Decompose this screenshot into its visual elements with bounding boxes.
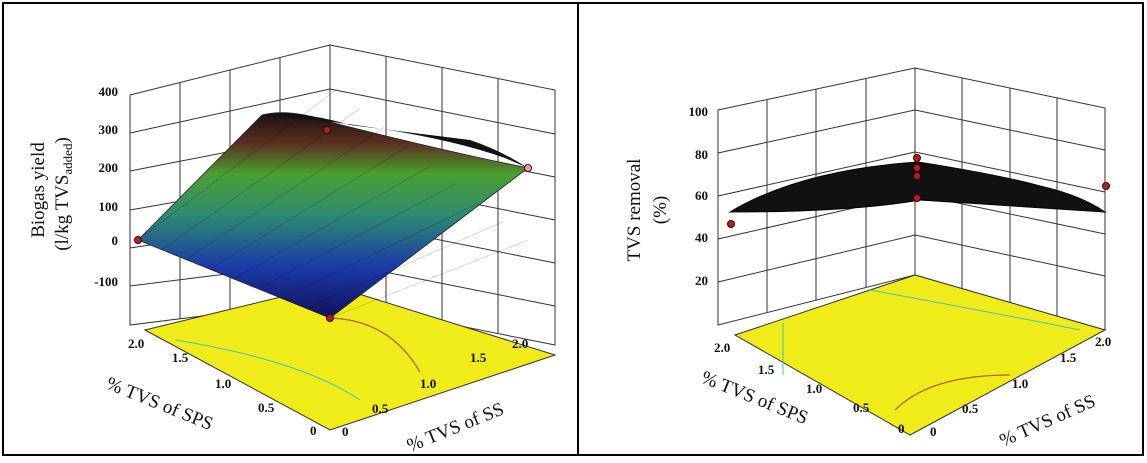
left-y-ticks: 0 0.5 1.0 1.5 2.0 — [342, 336, 528, 439]
x-tick: 0 — [310, 423, 317, 438]
right-design-point — [913, 154, 921, 162]
left-response-surface — [137, 112, 529, 319]
right-z-ticks: 100 80 60 40 20 — [689, 104, 709, 288]
right-y-ticks: 0 0.5 1.0 1.5 2.0 — [930, 334, 1111, 439]
left-design-point — [323, 126, 331, 134]
z-tick: 60 — [695, 188, 708, 203]
surface-mesh-line — [233, 164, 433, 280]
z-tick: 100 — [689, 104, 709, 119]
figure-border — [2, 2, 1144, 456]
surface-mesh-line — [185, 127, 385, 260]
right-floor-contour-line-2 — [894, 374, 1011, 411]
x-tick: 0.5 — [258, 400, 275, 415]
left-floor-contour — [143, 284, 557, 431]
y-tick: 0 — [930, 424, 937, 439]
y-tick: 1.0 — [420, 376, 436, 391]
y-tick: 2.0 — [512, 336, 528, 351]
right-floor-contour-line — [869, 289, 1081, 331]
x-tick: 2.0 — [128, 336, 144, 351]
y-tick: 1.0 — [1012, 376, 1028, 391]
right-design-point — [913, 172, 921, 180]
left-surface-mesh — [137, 89, 529, 319]
surface-mesh-line — [137, 89, 337, 241]
right-design-point — [1102, 182, 1110, 190]
surface-mesh-line — [257, 183, 457, 290]
y-tick: 0 — [342, 424, 349, 439]
right-design-point — [913, 164, 921, 172]
right-x-ticks: 2.0 1.5 1.0 0.5 0 — [714, 340, 905, 436]
surface-mesh-line — [305, 220, 505, 309]
z-tick: 300 — [99, 122, 119, 137]
left-z-label: Biogas yield (l/kg TVSadded) — [28, 137, 75, 251]
left-design-point — [524, 164, 532, 172]
z-tick: 40 — [695, 230, 708, 245]
right-y-label: % TVS of SS — [996, 391, 1098, 452]
y-tick: 1.5 — [1060, 350, 1077, 365]
x-tick: 2.0 — [714, 340, 730, 355]
left-x-label: % TVS of SPS — [103, 373, 216, 435]
left-z-ticks: 400 300 200 100 0 -100 — [94, 84, 118, 289]
x-tick: 1.5 — [758, 362, 775, 377]
surface-mesh-line — [209, 145, 409, 270]
y-tick: 0.5 — [372, 401, 389, 416]
z-label-line1: Biogas yield — [28, 142, 49, 238]
right-floor-contour — [733, 274, 1107, 436]
left-y-label: % TVS of SS — [404, 399, 507, 457]
panel-biogas-yield: 400 300 200 100 0 -100 Biogas yield (l/k… — [28, 44, 557, 457]
left-floor-contour-line-2 — [329, 317, 421, 373]
x-tick: 1.0 — [806, 381, 822, 396]
surface-mesh-line — [329, 239, 529, 319]
x-tick: 1.5 — [172, 350, 189, 365]
z-label-line2: (l/kg TVSadded) — [52, 137, 75, 251]
left-floor-contour-line — [174, 339, 361, 401]
z-tick: 0 — [112, 233, 119, 248]
right-z-label: TVS removal (%) — [624, 159, 671, 262]
x-tick: 0.5 — [853, 400, 870, 415]
panel-tvs-removal: 100 80 60 40 20 TVS removal (%) 2.0 1.5 … — [624, 67, 1111, 452]
y-tick: 0.5 — [962, 401, 979, 416]
right-design-point — [913, 194, 921, 202]
y-tick: 2.0 — [1095, 334, 1111, 349]
right-x-label: % TVS of SPS — [698, 367, 811, 429]
left-design-point — [326, 314, 334, 322]
z-tick: 200 — [99, 160, 119, 175]
z-tick: 80 — [695, 147, 708, 162]
right-response-surface — [728, 161, 1107, 213]
z-label-line2: (%) — [650, 196, 671, 224]
right-design-point — [727, 220, 735, 228]
z-tick: 400 — [99, 84, 119, 99]
z-tick: 100 — [99, 199, 119, 214]
left-x-ticks: 2.0 1.5 1.0 0.5 0 — [128, 336, 317, 438]
z-tick: 20 — [695, 273, 708, 288]
z-tick: -100 — [94, 274, 118, 289]
left-design-point — [134, 236, 142, 244]
x-tick: 1.0 — [215, 376, 231, 391]
x-tick: 0 — [898, 421, 905, 436]
z-label-line1: TVS removal — [624, 159, 645, 262]
surface-mesh-line — [281, 202, 481, 299]
y-tick: 1.5 — [470, 350, 487, 365]
